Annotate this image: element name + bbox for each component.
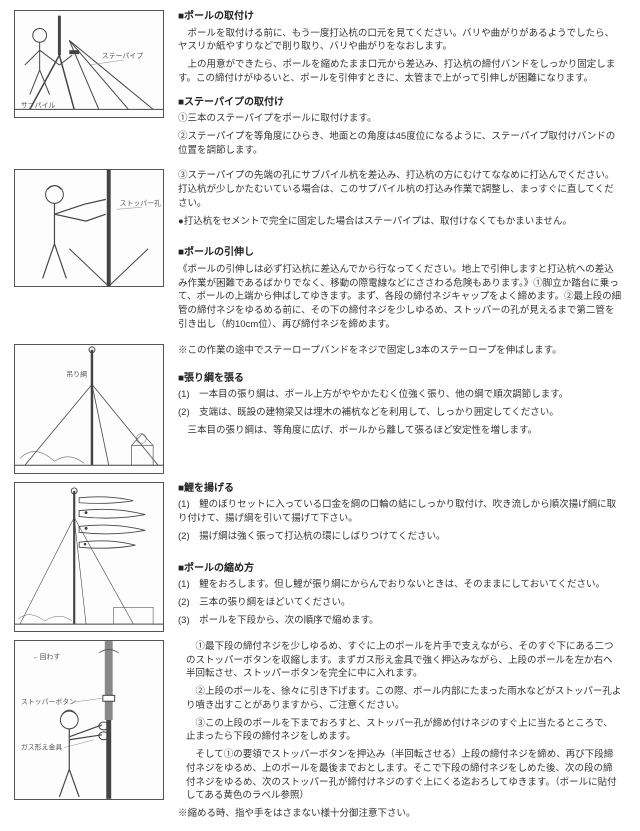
para: (1) 一本目の張り綱は、ポール上方がややかたむく位強く張り、他の綱で順次調節し…	[178, 388, 622, 402]
label-stay-pipe-illust1: ステーパイプ	[102, 52, 143, 60]
para: (2) 支端は、既設の建物梁又は埋木の補杭などを利用して、しっかり囲定してくださ…	[178, 406, 622, 420]
row-pole-install: ステーパイプ サブパイル ■ポールの取付け ポールを取付ける前に、もう一度打込杭…	[14, 10, 622, 161]
row-shrink: ←回わす ストッパーボタン ガス形え金具 ①最下段の締付ネジを少しゆるめ、すぐに…	[14, 640, 622, 825]
para: 三本目の張り綱は、等角度に広げ、ポールから離して張るほど安定性を増します。	[178, 424, 622, 438]
text-raise-carp: ■鯉を揚げる (1) 鯉のぼりセットに入っている口金を綱の口輪の結にしっかり取付…	[178, 482, 622, 632]
para: ※この作業の途中でステーロープバンドをネジで固定し3本のステーロープを伸ばします…	[178, 344, 622, 358]
illust-carp	[14, 482, 164, 632]
heading-pole-install: ■ポールの取付け	[178, 10, 622, 25]
label-yok: 吊り綱	[66, 369, 87, 378]
heading-raise-carp: ■鯉を揚げる	[178, 482, 622, 497]
heading-extend: ■ポールの引伸し	[178, 246, 622, 261]
para: (1) 鯉のぼりセットに入っている口金を綱の口輪の結にしっかり取付け、吹き流しか…	[178, 498, 622, 526]
illust-extend: ストッパー孔	[14, 169, 164, 287]
row-stay-extend: ストッパー孔 ③ステーパイプの先端の孔にサブパイル杭を差込み、打込杭の方にむけて…	[14, 169, 622, 335]
para: 上の用意ができたら、ポールを縮めたまま口元から差込み、打込杭の締付バンドをしっか…	[178, 58, 622, 86]
para: ポールを取付ける前に、もう一度打込杭の口元を見てください。バリや曲がりがあるよう…	[178, 27, 622, 55]
para: ●打込杭をセメントで完全に固定した場合はステーパイプは、取付けなくてもかまいませ…	[178, 215, 622, 229]
label-sub-pile-illust1: サブパイル	[21, 100, 56, 109]
label-stopper-btn: ストッパーボタン	[21, 697, 76, 706]
para: (2) 三本の張り綱をほどいてください。	[178, 596, 622, 610]
para: ①三本のステーパイプをポールに取付けます。	[178, 112, 622, 126]
para: ②上段のポールを、徐々に引き下げます。この際、ポール内部にたまった雨水などがスト…	[178, 685, 622, 713]
para: 《ポールの引伸しは必ず打込杭に差込んでから行なってください。地上で引伸しますと打…	[178, 263, 622, 332]
illust-pole-install: ステーパイプ サブパイル	[14, 10, 164, 118]
heading-guyrope: ■張り綱を張る	[178, 372, 622, 387]
para: ①最下段の締付ネジを少しゆるめ、すぐに上のポールを片手で支えながら、そのすぐ下に…	[178, 640, 622, 681]
row-guyrope: 吊り綱 ※この作業の途中でステーロープバンドをネジで固定し3本のステーロープを伸…	[14, 344, 622, 474]
para: ②ステーパイプを等角度にひらき、地面との角度は45度位になるように、ステーパイプ…	[178, 130, 622, 158]
para: そして①の要領でストッパーボタンを押込み（半回転させる）上段の締付ネジを締め、再…	[178, 748, 622, 803]
text-guyrope: ※この作業の途中でステーロープバンドをネジで固定し3本のステーロープを伸ばします…	[178, 344, 622, 442]
heading-stay-pipe: ■ステーパイプの取付け	[178, 96, 622, 111]
row-raise-carp: ■鯉を揚げる (1) 鯉のぼりセットに入っている口金を綱の口輪の結にしっかり取付…	[14, 482, 622, 632]
illust-guyrope: 吊り綱	[14, 344, 164, 474]
text-stay-extend: ③ステーパイプの先端の孔にサブパイル杭を差込み、打込杭の方にむけてななめに打込ん…	[178, 169, 622, 335]
para: ※縮める時、指や手をはさまない様十分御注意下さい。	[178, 807, 622, 821]
para: (1) 鯉をおろします。但し鯉が張り綱にからんでおりないときは、そのままにしてお…	[178, 578, 622, 592]
text-pole-install: ■ポールの取付け ポールを取付ける前に、もう一度打込杭の口元を見てください。バリ…	[178, 10, 622, 161]
text-shrink: ①最下段の締付ネジを少しゆるめ、すぐに上のポールを片手で支えながら、そのすぐ下に…	[178, 640, 622, 825]
label-stopper-hole: ストッパー孔	[120, 200, 161, 208]
para: ③この上段のポールを下までおろすと、ストッパー孔が締め付けネジのすぐ上に当たると…	[178, 717, 622, 745]
label-mawasu: ←回わす	[33, 653, 61, 661]
para: (3) ポールを下段から、次の順序で縮めます。	[178, 614, 622, 628]
para: (2) 揚げ綱は強く張って打込杭の環にしばりつけてください。	[178, 530, 622, 544]
illust-shrink: ←回わす ストッパーボタン ガス形え金具	[14, 640, 164, 800]
para: ③ステーパイプの先端の孔にサブパイル杭を差込み、打込杭の方にむけてななめに打込ん…	[178, 169, 622, 210]
label-gas-tool: ガス形え金具	[21, 742, 62, 751]
heading-shrink: ■ポールの縮め方	[178, 562, 622, 577]
